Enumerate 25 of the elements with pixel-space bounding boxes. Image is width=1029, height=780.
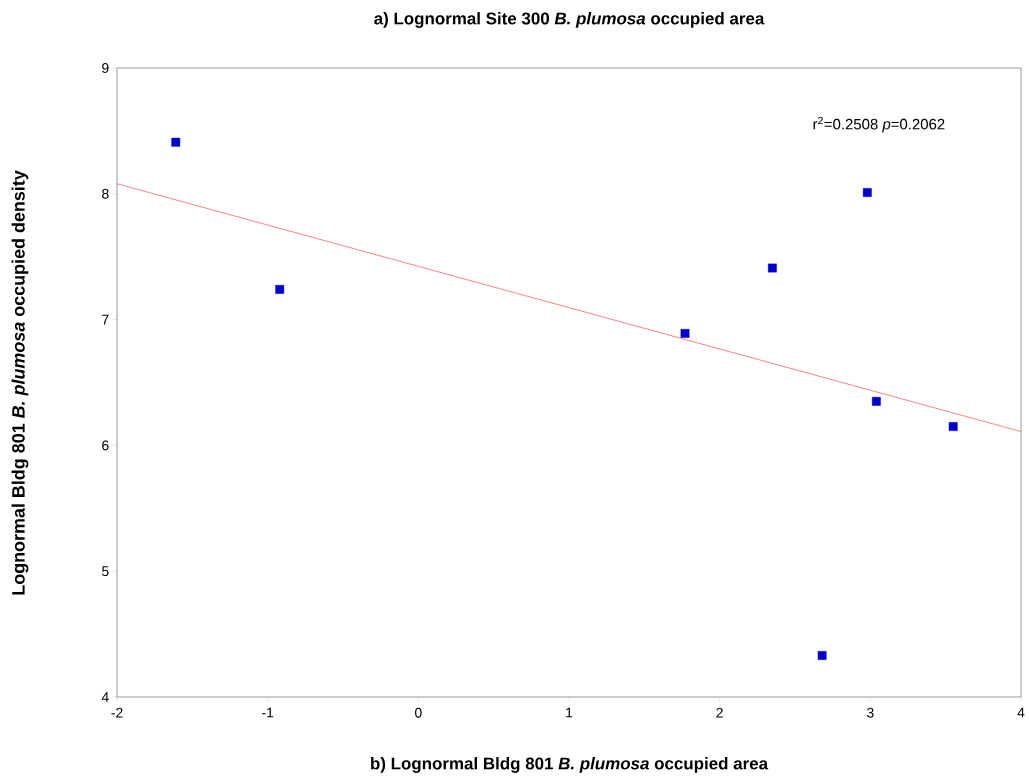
point [871,396,881,406]
x-tick-label: 0 [415,707,422,718]
x-tick-label: 4 [1017,707,1025,718]
y-tick-label: 6 [102,440,109,451]
point [817,651,827,660]
point [768,263,777,273]
x-axis-title: b) Lognormal Bldg 801 B. plumosa occupied area [371,757,769,773]
x-tick-label: 2 [716,707,723,718]
y-tick-label: 5 [102,566,109,577]
point [948,422,958,431]
point [680,329,690,338]
chart-title: a) Lognormal Site 300 B. plumosa occupied area [374,12,765,28]
x-tick-label: 3 [867,707,874,718]
point [862,188,872,197]
x-tick-label: -2 [111,707,123,718]
y-tick-label: 7 [102,314,109,325]
y-tick-label: 4 [101,692,109,702]
point [275,285,285,294]
point [171,137,181,147]
y-tick-label: 8 [102,188,109,199]
y-tick-label: 9 [102,63,109,73]
y-axis-title: Lognormal Bldg 801 B. plumosa occupied density [11,170,29,595]
annotation: r$^{2}$=0.2508 p=0.2062 [813,116,945,133]
x-tick-label: -1 [262,707,274,718]
x-tick-label: 1 [566,707,573,718]
